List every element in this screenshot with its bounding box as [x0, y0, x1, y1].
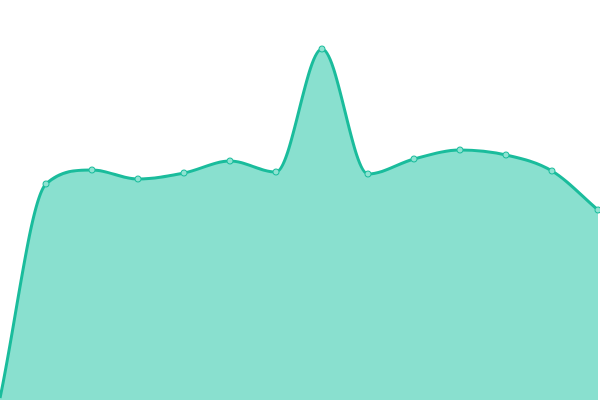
- data-point: [226, 157, 234, 165]
- data-point: [364, 170, 372, 178]
- data-point: [134, 175, 142, 183]
- data-point: [180, 169, 188, 177]
- data-point: [272, 168, 280, 176]
- data-point: [594, 206, 600, 214]
- data-point: [42, 180, 50, 188]
- data-point: [456, 146, 464, 154]
- data-point: [548, 167, 556, 175]
- area-fill: [0, 49, 598, 400]
- data-markers: [42, 45, 600, 214]
- data-point: [88, 166, 96, 174]
- data-point: [502, 151, 510, 159]
- series-line: [0, 47, 599, 399]
- data-point: [318, 45, 326, 53]
- data-point: [410, 155, 418, 163]
